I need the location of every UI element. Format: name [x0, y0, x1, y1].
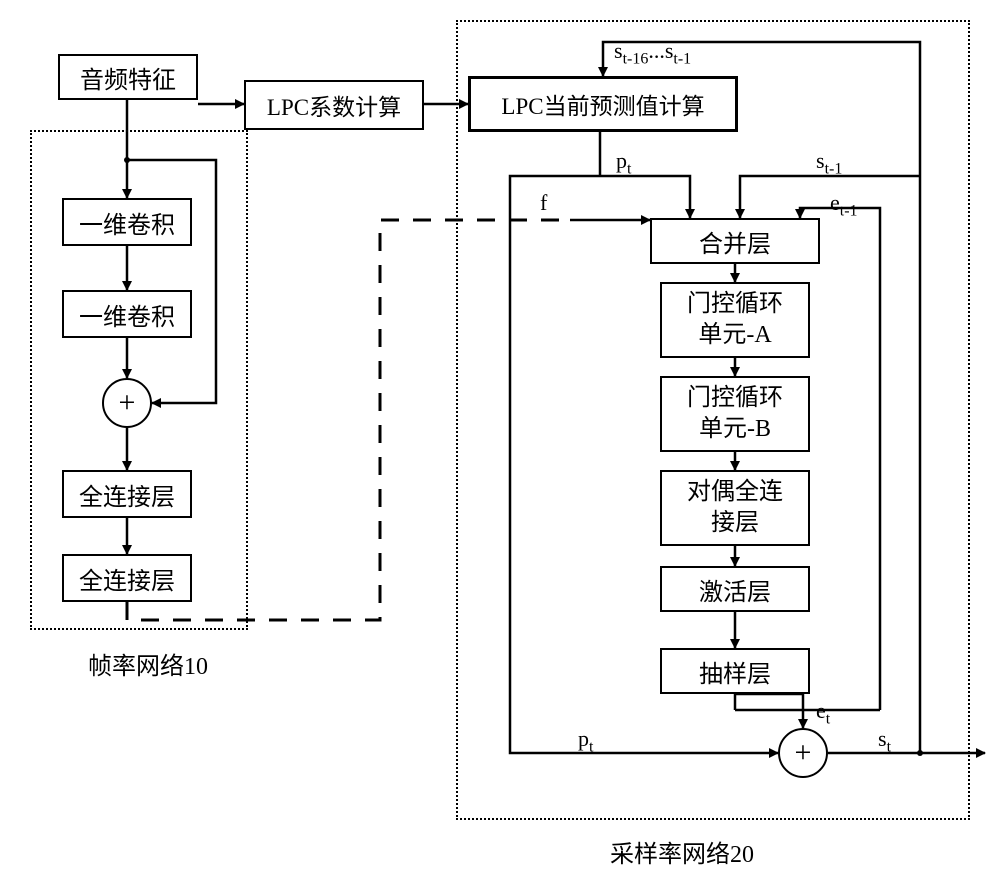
- activation-label: 激活层: [699, 572, 771, 607]
- audio-features: 音频特征: [58, 54, 198, 100]
- frame-net-caption: 帧率网络10: [88, 646, 208, 681]
- lpc-pred-label: LPC当前预测值计算: [501, 87, 704, 121]
- label-s-history: st-16...st-1: [614, 38, 691, 68]
- adder-1-label: +: [119, 388, 136, 418]
- fc-2-label: 全连接层: [79, 561, 175, 596]
- gru-b: 门控循环 单元-B: [660, 376, 810, 452]
- label-pt-bottom: pt: [578, 726, 593, 756]
- label-etm1: et-1: [830, 190, 858, 220]
- sample-net-caption: 采样率网络20: [610, 834, 754, 869]
- lpc-coef-label: LPC系数计算: [267, 88, 401, 122]
- fc-1-label: 全连接层: [79, 477, 175, 512]
- gru-b-label: 门控循环 单元-B: [687, 383, 783, 445]
- label-st: st: [878, 726, 891, 756]
- label-stm1: st-1: [816, 148, 842, 178]
- lpc-coef-calc: LPC系数计算: [244, 80, 424, 130]
- label-f: f: [540, 190, 547, 216]
- gru-a-label: 门控循环 单元-A: [687, 289, 783, 351]
- dual-fc: 对偶全连 接层: [660, 470, 810, 546]
- sampling-label: 抽样层: [699, 654, 771, 689]
- activation-layer: 激活层: [660, 566, 810, 612]
- adder-2: +: [778, 728, 828, 778]
- adder-2-label: +: [795, 738, 812, 768]
- audio-features-label: 音频特征: [80, 60, 176, 95]
- label-pt-top: pt: [616, 148, 631, 178]
- sampling-layer: 抽样层: [660, 648, 810, 694]
- merge-layer: 合并层: [650, 218, 820, 264]
- label-et: et: [816, 698, 830, 728]
- fc-1: 全连接层: [62, 470, 192, 518]
- conv1d-1-label: 一维卷积: [79, 205, 175, 240]
- lpc-pred-calc: LPC当前预测值计算: [468, 76, 738, 132]
- gru-a: 门控循环 单元-A: [660, 282, 810, 358]
- conv1d-1: 一维卷积: [62, 198, 192, 246]
- dual-fc-label: 对偶全连 接层: [687, 477, 783, 539]
- merge-label: 合并层: [699, 224, 771, 259]
- conv1d-2: 一维卷积: [62, 290, 192, 338]
- conv1d-2-label: 一维卷积: [79, 297, 175, 332]
- fc-2: 全连接层: [62, 554, 192, 602]
- adder-1: +: [102, 378, 152, 428]
